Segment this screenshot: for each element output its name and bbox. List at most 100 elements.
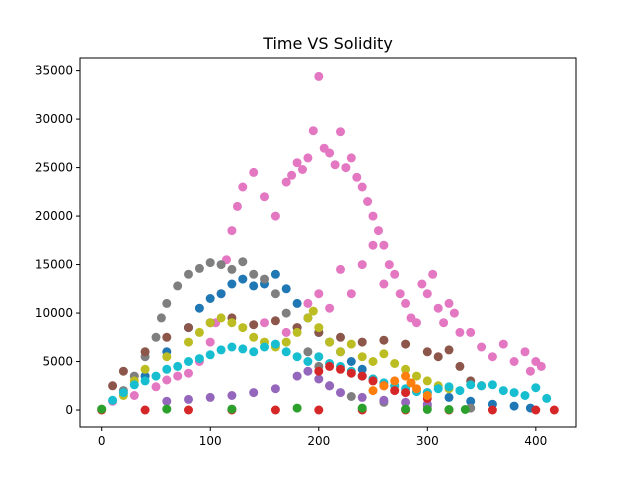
data-point [232, 201, 242, 211]
data-point [184, 368, 193, 378]
data-point [449, 308, 459, 318]
data-point [303, 366, 313, 376]
data-point [281, 337, 291, 347]
data-point [270, 211, 280, 221]
data-point [140, 364, 150, 374]
data-point [205, 337, 215, 347]
x-tick-label: 100 [199, 434, 222, 448]
data-point [444, 382, 454, 392]
data-point [379, 240, 389, 250]
data-point [379, 349, 389, 359]
data-point [379, 395, 389, 405]
data-point [368, 376, 378, 386]
data-point [249, 388, 259, 398]
data-point [346, 392, 356, 401]
data-point [330, 160, 340, 170]
data-point [444, 298, 454, 308]
data-point [357, 337, 367, 347]
data-point [270, 289, 280, 299]
x-tick-label: 0 [98, 434, 106, 448]
data-point [444, 392, 454, 402]
data-point [341, 163, 351, 173]
data-point [118, 366, 128, 376]
data-point [151, 382, 161, 392]
data-point [303, 153, 313, 163]
data-point [357, 182, 367, 192]
data-point [216, 345, 226, 355]
data-point [428, 269, 438, 279]
data-point [363, 197, 373, 206]
data-point [439, 318, 449, 328]
y-tick-label: 30000 [35, 112, 73, 126]
data-point [260, 318, 269, 328]
y-tick-label: 0 [65, 403, 73, 417]
data-point [162, 396, 172, 406]
data-point [308, 126, 318, 136]
data-point [227, 318, 237, 328]
data-point [384, 260, 394, 270]
data-point [281, 177, 291, 187]
data-point [270, 384, 280, 394]
data-point [194, 263, 204, 273]
data-point [325, 361, 335, 371]
data-point [287, 170, 297, 180]
data-point [357, 352, 367, 362]
data-point [216, 313, 226, 323]
data-point [314, 71, 324, 81]
data-point [368, 211, 378, 221]
data-point [227, 342, 237, 352]
data-point [549, 405, 559, 415]
data-point [352, 172, 362, 182]
data-point [477, 342, 487, 352]
data-point [227, 391, 237, 400]
data-point [412, 318, 421, 328]
data-point [422, 347, 432, 357]
data-point [374, 226, 383, 236]
data-point [270, 269, 280, 279]
data-point [162, 332, 172, 342]
data-point [346, 368, 356, 378]
data-point [412, 371, 421, 381]
data-point [336, 364, 345, 374]
data-point [184, 323, 193, 333]
data-point [357, 260, 367, 270]
series-9 [368, 371, 432, 400]
data-point [314, 289, 324, 299]
data-point [336, 332, 345, 342]
data-point [401, 298, 411, 308]
data-point [227, 264, 237, 274]
data-point [292, 371, 302, 381]
data-point [227, 404, 237, 414]
data-point [422, 376, 432, 386]
data-point [466, 396, 476, 406]
data-point [216, 260, 226, 270]
data-point [390, 376, 400, 386]
data-point [401, 364, 411, 374]
x-axis: 0 100 200 300 400 [98, 427, 547, 448]
data-point [308, 306, 318, 316]
y-tick-label: 5000 [42, 355, 73, 369]
data-point [422, 289, 432, 299]
data-point [368, 240, 378, 250]
data-point [379, 335, 389, 345]
data-point [173, 361, 183, 371]
data-point [390, 359, 400, 368]
data-point [401, 388, 411, 398]
data-point [281, 284, 291, 294]
data-point [531, 383, 541, 393]
data-point [162, 375, 172, 385]
data-point [238, 323, 248, 333]
data-point [205, 294, 215, 303]
data-point [314, 405, 324, 415]
y-tick-label: 25000 [35, 161, 73, 175]
data-point [270, 405, 280, 415]
data-point [325, 303, 335, 313]
data-point [156, 313, 166, 323]
data-point [194, 354, 204, 364]
data-point [368, 386, 378, 396]
data-point [390, 269, 400, 279]
data-point [97, 404, 107, 414]
data-point [346, 289, 356, 299]
data-point [162, 298, 172, 308]
